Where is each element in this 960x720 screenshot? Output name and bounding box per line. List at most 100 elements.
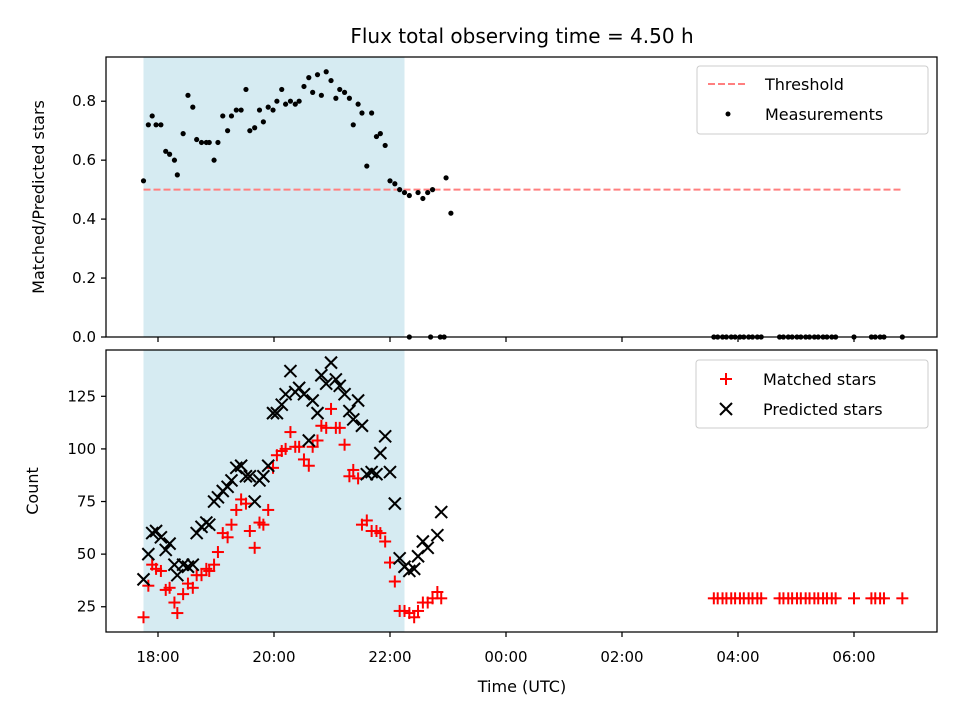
predicted-star-point — [283, 364, 298, 378]
measurement-point — [190, 104, 196, 110]
y-tick-label: 0.6 — [72, 151, 96, 169]
measurement-point — [415, 189, 421, 196]
measurement-point — [397, 187, 403, 193]
measurement-point — [171, 157, 178, 163]
measurement-point — [256, 107, 263, 113]
predicted-star-point — [261, 459, 275, 473]
top-legend-box — [696, 65, 929, 135]
matched-star-point — [177, 588, 190, 601]
predicted-star-point — [149, 524, 163, 538]
matched-star-point — [755, 592, 768, 605]
predicted-star-point — [351, 393, 365, 408]
x-tick-label: 04:00 — [716, 648, 759, 666]
matched-star-point — [257, 518, 270, 531]
matched-star-point — [302, 459, 315, 472]
top-axes-frame — [105, 56, 938, 338]
predicted-star-point — [388, 496, 402, 511]
matched-star-point — [171, 607, 184, 620]
measurement-point — [314, 72, 321, 78]
measurement-point — [377, 131, 383, 137]
matched-star-point — [877, 592, 890, 605]
matched-star-point — [248, 541, 261, 554]
matched-star-point — [195, 569, 208, 582]
matched-star-point — [343, 470, 356, 483]
predicted-star-point — [319, 376, 333, 391]
predicted-stars-points — [136, 355, 448, 587]
matched-star-point — [211, 546, 224, 559]
y-tick-label: 0.2 — [72, 269, 96, 287]
measurement-point — [153, 122, 159, 128]
measurement-point — [279, 86, 285, 93]
measurement-point — [296, 98, 302, 104]
predicted-star-point — [392, 551, 407, 566]
measurement-point — [228, 113, 235, 119]
measurement-point — [265, 104, 271, 110]
predicted-star-point — [430, 528, 445, 542]
predicted-star-point — [243, 469, 257, 483]
predicted-star-point — [270, 406, 284, 420]
measurement-point — [373, 133, 380, 140]
top-x-ticks — [157, 337, 855, 342]
predicted-star-point — [189, 526, 204, 540]
measurement-point — [401, 189, 408, 196]
x-tick-label: 22:00 — [368, 648, 411, 666]
y-tick-label: 0.0 — [72, 328, 96, 346]
matched-star-point — [333, 421, 346, 434]
predicted-star-point — [420, 541, 435, 555]
predicted-star-point — [159, 543, 173, 557]
matched-star-point — [306, 440, 319, 453]
bottom-legend: Matched stars Predicted stars — [695, 359, 929, 429]
measurement-point — [448, 210, 454, 216]
bottom-legend-box — [695, 359, 929, 429]
predicted-star-point — [247, 494, 262, 509]
measurement-point — [359, 110, 365, 116]
predicted-star-point — [434, 505, 448, 519]
measurement-point — [443, 175, 449, 181]
x-tick-label: 02:00 — [600, 648, 643, 666]
matched-star-point — [279, 442, 292, 455]
measurement-point — [292, 101, 298, 107]
measurement-point — [420, 195, 426, 202]
measurement-point — [350, 122, 356, 128]
measurement-point — [167, 151, 173, 157]
matched-star-point — [829, 592, 842, 605]
measurement-point — [310, 89, 316, 95]
measurement-point — [238, 107, 244, 113]
bottom-axes-frame — [105, 349, 938, 633]
predicted-star-point — [170, 568, 185, 582]
matched-star-point — [435, 592, 448, 605]
measurement-point — [425, 189, 431, 196]
measurement-point — [287, 98, 294, 104]
x-tick-label: 00:00 — [484, 648, 527, 666]
measurement-point — [158, 122, 164, 128]
x-tick-label: 06:00 — [832, 648, 875, 666]
bottom-y-axis: 25 50 75 100 125 — [67, 387, 106, 616]
matched-star-point — [262, 503, 275, 516]
measurement-point — [341, 89, 348, 95]
predicted-star-point — [324, 355, 338, 370]
measurement-point — [369, 110, 375, 116]
predicted-star-point — [305, 393, 320, 408]
measurement-point — [323, 69, 329, 75]
measurement-point — [333, 95, 339, 101]
measurement-point — [174, 172, 180, 178]
matched-star-point — [379, 535, 392, 548]
measurement-point — [198, 139, 205, 146]
measurement-point — [355, 101, 361, 107]
x-tick-label: 20:00 — [252, 648, 295, 666]
matched-star-point — [284, 426, 297, 439]
predicted-star-point — [211, 490, 225, 505]
matched-star-point — [431, 586, 444, 599]
predicted-star-point — [383, 465, 397, 479]
measurement-point — [318, 92, 324, 98]
predicted-star-point — [220, 480, 235, 494]
matched-star-point — [168, 596, 181, 609]
measurement-point — [206, 139, 212, 146]
predicted-star-point — [346, 412, 360, 427]
measurement-point — [194, 136, 200, 143]
chart-title: Flux total observing time = 4.50 h — [350, 24, 693, 48]
matched-star-point — [230, 503, 243, 516]
predicted-star-point — [337, 387, 352, 401]
predicted-star-point — [224, 473, 239, 488]
